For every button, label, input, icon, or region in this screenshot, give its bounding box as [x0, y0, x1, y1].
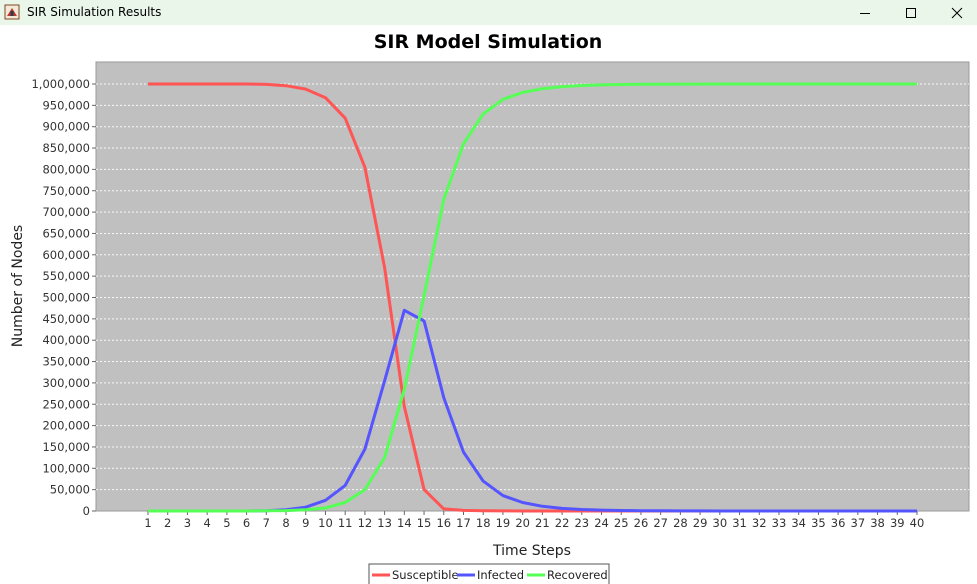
- x-tick-label: 32: [752, 516, 767, 530]
- x-tick-label: 8: [282, 516, 289, 530]
- x-tick-label: 24: [594, 516, 609, 530]
- window-title: SIR Simulation Results: [27, 5, 162, 19]
- y-tick-label: 450,000: [42, 312, 90, 326]
- x-tick-label: 26: [634, 516, 649, 530]
- x-tick-label: 25: [614, 516, 629, 530]
- y-tick-label: 200,000: [42, 419, 90, 433]
- y-tick-label: 0: [83, 504, 90, 518]
- series-lines: [148, 82, 917, 513]
- x-tick-label: 7: [263, 516, 270, 530]
- legend-label-infected: Infected: [477, 568, 524, 582]
- x-tick-label: 16: [436, 516, 451, 530]
- y-axis-label: Number of Nodes: [10, 225, 26, 347]
- y-tick-label: 900,000: [42, 120, 90, 134]
- y-tick-label: 400,000: [42, 333, 90, 347]
- y-tick-label: 1,000,000: [31, 77, 90, 91]
- x-tick-label: 15: [417, 516, 432, 530]
- x-tick-label: 38: [870, 516, 885, 530]
- x-tick-label: 6: [243, 516, 250, 530]
- x-tick-label: 27: [653, 516, 668, 530]
- y-tick-label: 650,000: [42, 226, 90, 240]
- y-tick-label: 850,000: [42, 141, 90, 155]
- x-tick-label: 18: [476, 516, 491, 530]
- y-tick-label: 550,000: [42, 269, 90, 283]
- maximize-icon: [906, 7, 916, 18]
- y-tick-label: 750,000: [42, 184, 90, 198]
- x-tick-label: 17: [456, 516, 471, 530]
- x-tick-label: 11: [338, 516, 353, 530]
- y-tick-label: 350,000: [42, 355, 90, 369]
- y-tick-label: 250,000: [42, 397, 90, 411]
- x-tick-label: 1: [144, 516, 151, 530]
- y-tick-label: 500,000: [42, 291, 90, 305]
- x-tick-label: 34: [791, 516, 806, 530]
- x-tick-label: 19: [496, 516, 511, 530]
- x-tick-label: 22: [555, 516, 570, 530]
- plot-area: [95, 61, 970, 512]
- x-tick-label: 33: [772, 516, 787, 530]
- legend-label-susceptible: Susceptible: [392, 568, 459, 582]
- y-tick-label: 50,000: [50, 483, 90, 497]
- x-tick-label: 14: [397, 516, 412, 530]
- legend-box: [368, 563, 610, 584]
- x-tick-label: 2: [164, 516, 171, 530]
- y-tick-label: 100,000: [42, 461, 90, 475]
- x-tick-label: 10: [318, 516, 333, 530]
- window-titlebar: SIR Simulation Results: [0, 0, 977, 25]
- x-axis-label: Time Steps: [492, 543, 571, 559]
- x-tick-label: 5: [223, 516, 230, 530]
- sir-chart: SIR Model Simulation 0 50,000 100,000 150,0…: [10, 31, 970, 584]
- x-tick-label: 12: [358, 516, 373, 530]
- x-tick-label: 39: [890, 516, 905, 530]
- y-tick-label: 700,000: [42, 205, 90, 219]
- x-tick-label: 21: [535, 516, 550, 530]
- x-tick-label: 28: [673, 516, 688, 530]
- x-tick-label: 40: [910, 516, 925, 530]
- y-tick-label: 800,000: [42, 162, 90, 176]
- gridlines: [96, 83, 969, 491]
- x-tick-label: 36: [831, 516, 846, 530]
- x-tick-label: 35: [811, 516, 826, 530]
- y-tick-label: 150,000: [42, 440, 90, 454]
- legend-label-recovered: Recovered: [547, 568, 608, 582]
- minimize-icon: [860, 12, 870, 14]
- x-tick-label: 13: [377, 516, 392, 530]
- x-tick-label: 3: [184, 516, 191, 530]
- series-line-recovered: [148, 82, 917, 513]
- x-tick-label: 23: [574, 516, 589, 530]
- x-tick-label: 29: [693, 516, 708, 530]
- java-app-icon: [4, 4, 20, 20]
- y-tick-label: 300,000: [42, 376, 90, 390]
- y-tick-label: 600,000: [42, 248, 90, 262]
- x-tick-label: 30: [713, 516, 728, 530]
- minimize-button[interactable]: [842, 0, 888, 25]
- x-tick-label: 37: [851, 516, 866, 530]
- x-tick-label: 4: [203, 516, 210, 530]
- legend: Susceptible Infected Recovered: [368, 563, 610, 584]
- y-tick-label: 950,000: [42, 98, 90, 112]
- close-button[interactable]: [934, 0, 977, 25]
- x-tick-label: 9: [302, 516, 309, 530]
- maximize-button[interactable]: [888, 0, 934, 25]
- chart-title: SIR Model Simulation: [374, 31, 603, 53]
- close-icon: [951, 7, 963, 18]
- x-tick-label: 20: [515, 516, 530, 530]
- x-tick-label: 31: [732, 516, 747, 530]
- axis-ticks: 0 50,000 100,000 150,000 200,000 250,000 300,0…: [31, 77, 924, 530]
